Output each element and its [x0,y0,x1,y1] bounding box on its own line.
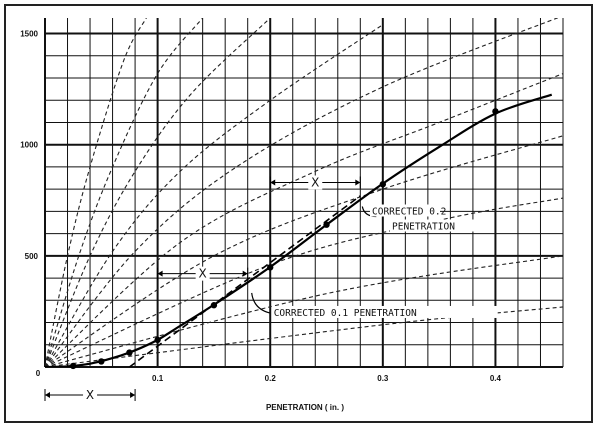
x-tick-label: 0.3 [377,374,389,383]
reference-curve-9 [45,255,563,367]
data-point [492,108,499,115]
arrowhead [157,270,163,277]
reference-curve-5 [45,18,559,367]
arrowhead [45,392,50,398]
reference-curve-4 [45,24,384,367]
reference-curve-8 [45,197,563,367]
series-layer [45,93,553,367]
data-point [98,358,105,365]
y-tick-label: 1500 [20,30,38,39]
x-tick-label: 0.1 [152,374,164,383]
data-point [126,349,133,356]
tick-labels: 0.1 0.2 0.3 0.4 0 500 1000 1500 [20,30,501,383]
x-tick-label: 0.4 [490,374,502,383]
interval-label-bg [83,388,98,402]
grid [44,18,564,368]
callout-bg [370,204,440,217]
callout-label: CORRECTED 0.2 [372,207,446,218]
arrowhead [242,270,248,277]
annotations: X X X CORRECTED 0.2 PENETRATION CORRECTED 0.1… [44,175,498,402]
data-point [69,362,77,370]
data-point [379,181,387,188]
callout-label: PENETRATION [392,222,455,233]
interval-label: X [199,267,207,281]
interval-label-bg [308,175,323,190]
reference-curve-6 [45,73,563,367]
reference-curve-3 [45,18,271,367]
callout-leader [251,292,270,314]
marker-layer [69,108,499,370]
arrowhead [355,179,361,186]
data-point [210,302,218,309]
interval-label: X [86,388,94,402]
callout-bg [271,305,498,318]
y-tick-label: 500 [25,252,39,261]
origin-label: 0 [36,369,41,378]
reference-curves [45,18,563,367]
arrowhead [270,179,276,186]
x-axis-title: PENETRATION ( in. ) [266,403,344,412]
reference-curve-1 [45,18,147,367]
interval-label: X [311,175,319,189]
tangent-line [128,195,361,367]
interval-label-bg [195,266,210,281]
reference-curve-7 [45,135,563,367]
data-point [323,221,330,228]
reference-curve-2 [45,18,204,367]
load-penetration-curve [45,93,553,367]
data-point [267,264,274,271]
callout-label: CORRECTED 0.1 PENETRATION [274,308,417,319]
x-tick-label: 0.2 [265,374,277,383]
callout-bg [390,219,480,232]
data-point [154,336,161,344]
y-tick-label: 1000 [20,141,38,150]
arrowhead [130,392,136,398]
